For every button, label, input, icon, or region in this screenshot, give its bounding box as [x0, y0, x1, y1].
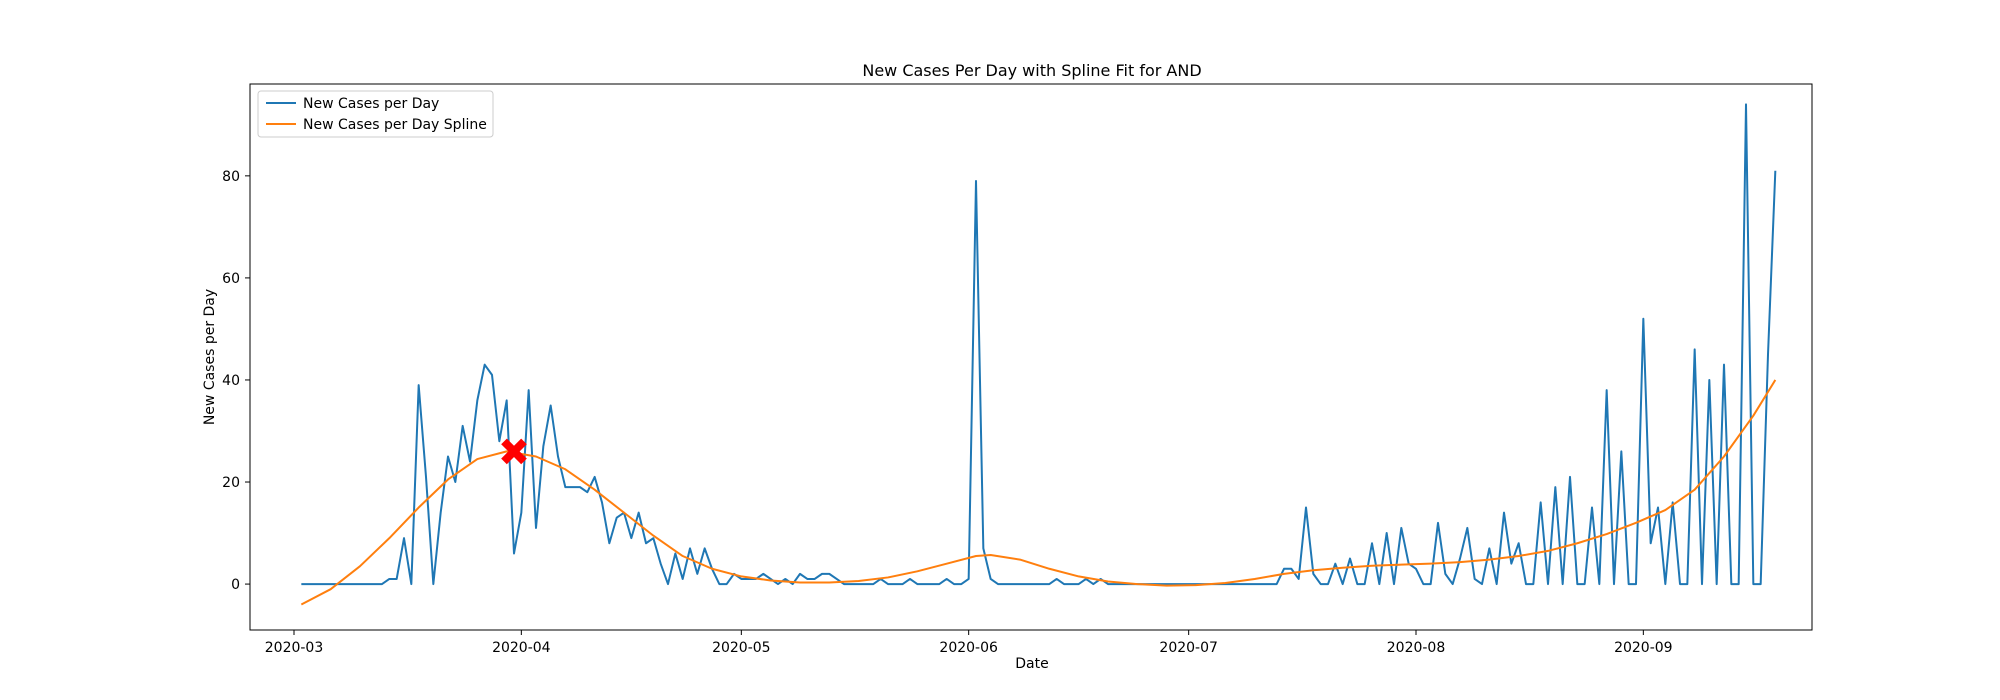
x-tick-label: 2020-04 [492, 640, 551, 656]
y-tick-label: 20 [222, 475, 240, 491]
x-tick-label: 2020-03 [265, 640, 324, 656]
series-line-spline [300, 379, 1777, 606]
plot-area [250, 84, 1812, 630]
y-tick-label: 0 [231, 577, 240, 593]
peak-x-stroke [501, 438, 527, 465]
x-tick-label: 2020-06 [939, 640, 998, 656]
x-tick-label: 2020-08 [1387, 640, 1446, 656]
x-axis: 2020-03 2020-04 2020-05 2020-06 2020-07 2020-… [265, 630, 1673, 656]
y-tick-label: 80 [222, 169, 240, 185]
legend-box [257, 90, 494, 138]
y-tick-label: 60 [222, 271, 240, 287]
y-tick-label: 40 [222, 373, 240, 389]
x-tick-label: 2020-07 [1159, 640, 1218, 656]
y-axis-label: New Cases per Day [202, 289, 218, 425]
legend: New Cases per Day New Cases per Day Spli… [257, 90, 494, 138]
series-layer [300, 103, 1777, 606]
plot-frame [249, 83, 1813, 631]
series-line-new-cases [301, 103, 1777, 586]
legend-label-spline: New Cases per Day Spline [303, 117, 487, 133]
x-axis-label: Date [1015, 656, 1048, 672]
y-axis: 0 20 40 60 80 [222, 169, 250, 593]
peak-x-marker [501, 438, 527, 465]
legend-label-cases: New Cases per Day [303, 96, 439, 112]
marker-layer [501, 438, 527, 465]
x-tick-label: 2020-05 [712, 640, 771, 656]
x-tick-label: 2020-09 [1614, 640, 1673, 656]
chart-title: New Cases Per Day with Spline Fit for AN… [862, 61, 1201, 80]
